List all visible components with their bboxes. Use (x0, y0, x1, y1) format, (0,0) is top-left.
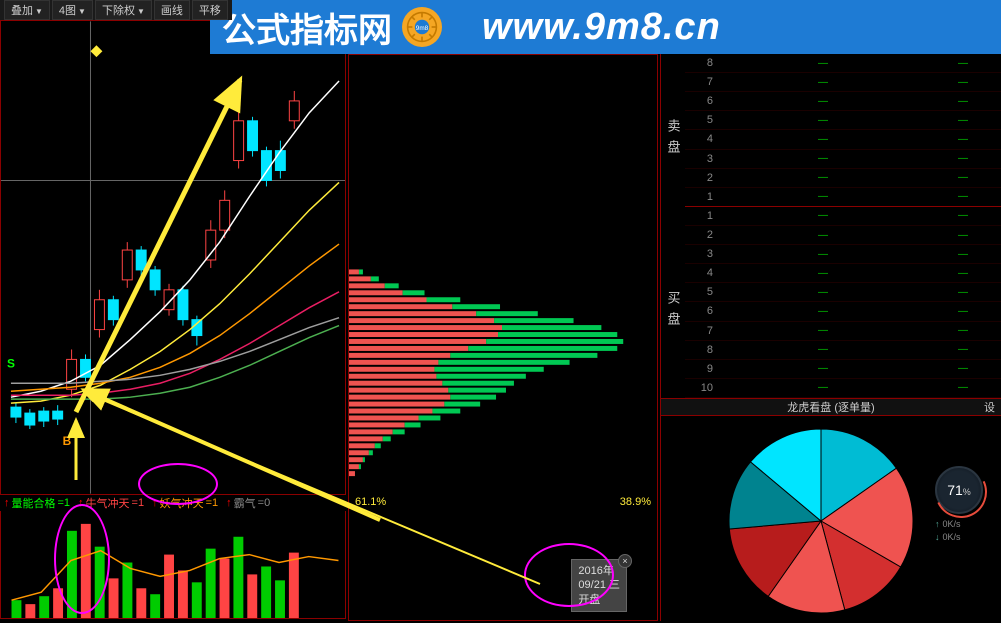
sell-row-6[interactable]: 6—— (685, 92, 1001, 111)
close-icon[interactable]: × (618, 554, 632, 568)
sell-row-8[interactable]: 8—— (685, 54, 1001, 73)
sell-row-4[interactable]: 4—— (685, 130, 1001, 149)
overlay-dropdown[interactable]: 叠加▼ (4, 0, 50, 20)
upload-rate: ↑0K/s (935, 518, 993, 531)
order-book: 卖盘 买盘 8——7——6——5——4——3——2——1——1——2——3——4… (661, 54, 1001, 398)
svg-text:9m8: 9m8 (416, 25, 429, 32)
settings-button[interactable]: 设 (984, 399, 995, 415)
profile-left-pct: 61.1% (355, 496, 386, 512)
download-rate: ↓0K/s (935, 531, 993, 544)
buy-row-7[interactable]: 7—— (685, 322, 1001, 341)
sell-row-2[interactable]: 2—— (685, 169, 1001, 188)
volume-profile-panel[interactable]: 61.1% 38.9% × 2016年 09/21 三 开盘 (348, 54, 658, 621)
buy-row-3[interactable]: 3—— (685, 245, 1001, 264)
drawline-button[interactable]: 画线 (154, 0, 190, 20)
buy-row-8[interactable]: 8—— (685, 341, 1001, 360)
buy-row-9[interactable]: 9—— (685, 360, 1001, 379)
profile-right-pct: 38.9% (620, 496, 651, 512)
toolbar: 叠加▼ 4图▼ 下除权▼ 画线 平移 (0, 0, 232, 20)
buy-row-5[interactable]: 5—— (685, 283, 1001, 302)
banner-url: www.9m8.cn (482, 6, 721, 49)
site-banner: 公式指标网 9m8 www.9m8.cn (210, 0, 1001, 54)
buy-row-1[interactable]: 1—— (685, 207, 1001, 226)
candlestick-chart[interactable]: SB (0, 20, 346, 495)
indicator-1: ↑牛气冲天=1 (78, 495, 144, 511)
pie-chart[interactable]: 71% ↑0K/s ↓0K/s (661, 416, 1001, 616)
indicator-2: ↑妖气冲天=1 (152, 495, 218, 511)
speed-gauge-icon: 71% (935, 466, 983, 514)
banner-logo-icon: 9m8 (402, 7, 442, 47)
layout-dropdown[interactable]: 4图▼ (52, 0, 93, 20)
sell-row-3[interactable]: 3—— (685, 150, 1001, 169)
date-tooltip: × 2016年 09/21 三 开盘 (571, 559, 627, 612)
sell-row-7[interactable]: 7—— (685, 73, 1001, 92)
indicator-0: ↑量能合格=1 (4, 495, 70, 511)
svg-text:B: B (63, 434, 72, 448)
buy-row-4[interactable]: 4—— (685, 264, 1001, 283)
indicator-3: ↑霸气=0 (226, 495, 270, 511)
buy-label: 买盘 (661, 226, 685, 398)
profile-footer: 61.1% 38.9% (349, 496, 657, 512)
buy-row-10[interactable]: 10—— (685, 379, 1001, 398)
indicator-bar: ↑量能合格=1 ↑牛气冲天=1 ↑妖气冲天=1 ↑霸气=0 (0, 495, 346, 511)
sell-row-5[interactable]: 5—— (685, 111, 1001, 130)
buy-row-6[interactable]: 6—— (685, 302, 1001, 321)
sell-row-1[interactable]: 1—— (685, 188, 1001, 207)
right-panel: 卖盘 买盘 8——7——6——5——4——3——2——1——1——2——3——4… (660, 54, 1001, 621)
volume-chart[interactable] (0, 511, 346, 619)
banner-title: 公式指标网 (222, 3, 392, 52)
adjust-dropdown[interactable]: 下除权▼ (95, 0, 152, 20)
speed-widget: 71% ↑0K/s ↓0K/s (935, 466, 993, 543)
buy-row-2[interactable]: 2—— (685, 226, 1001, 245)
main-chart-panel: SB ↑量能合格=1↑牛气冲天=1↑妖气冲天=1↑霸气=0 (0, 20, 346, 621)
pan-button[interactable]: 平移 (192, 0, 228, 20)
section-header: 龙虎看盘 (逐单量) 设 (661, 398, 1001, 416)
sell-label: 卖盘 (661, 54, 685, 226)
svg-text:S: S (7, 356, 15, 370)
